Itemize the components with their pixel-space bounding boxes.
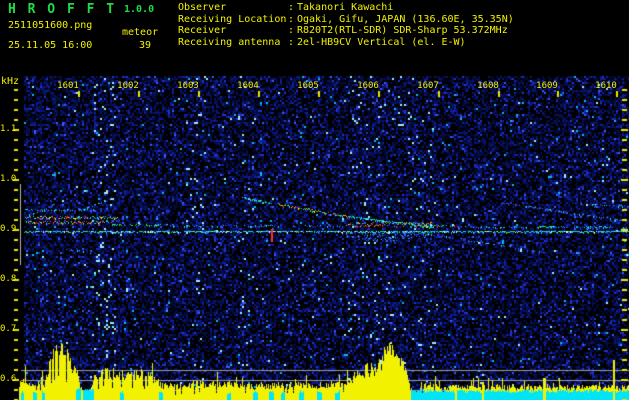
info-separator: : — [288, 25, 295, 36]
info-label: Observer — [178, 2, 227, 13]
info-label: Receiver — [178, 25, 227, 36]
time-axis-label: 1606 — [357, 81, 379, 91]
freq-axis-label: 1.0 — [0, 174, 17, 184]
freq-axis-label: 1.1 — [0, 124, 17, 134]
time-axis-label: 1604 — [237, 81, 259, 91]
time-axis-label: 1602 — [117, 81, 139, 91]
mode-label: meteor — [122, 27, 159, 38]
time-axis-label: 1610 — [595, 81, 617, 91]
app-title: H R O F F T — [8, 2, 117, 17]
info-separator: : — [288, 37, 295, 48]
freq-axis-label: 0.8 — [0, 274, 17, 284]
freq-axis-label: 0.7 — [0, 324, 17, 334]
time-axis-label: 1601 — [57, 81, 79, 91]
freq-axis-unit: kHz — [1, 76, 20, 87]
freq-axis-label: 0.6 — [0, 374, 17, 384]
time-axis-label: 1608 — [477, 81, 499, 91]
info-separator: : — [288, 14, 295, 25]
info-label: Receiving antenna — [178, 37, 281, 48]
observation-datetime: 25.11.05 16:00 — [8, 40, 93, 51]
time-axis-label: 1603 — [177, 81, 199, 91]
freq-axis-label: 0.9 — [0, 224, 17, 234]
info-value: Ogaki, Gifu, JAPAN (136.60E, 35.35N) — [297, 14, 514, 25]
info-value: Takanori Kawachi — [297, 2, 394, 13]
info-value: 2el-HB9CV Vertical (el. E-W) — [297, 37, 466, 48]
time-axis-label: 1605 — [297, 81, 319, 91]
echo-count: 39 — [139, 40, 152, 51]
info-separator: : — [288, 2, 295, 13]
info-label: Receiving Location — [178, 14, 287, 25]
info-value: R820T2(RTL-SDR) SDR-Sharp 53.372MHz — [297, 25, 508, 36]
time-axis-label: 1607 — [417, 81, 439, 91]
app-version: 1.0.0 — [124, 4, 155, 15]
output-filename: 2511051600.png — [8, 20, 93, 31]
time-axis-label: 1609 — [536, 81, 558, 91]
